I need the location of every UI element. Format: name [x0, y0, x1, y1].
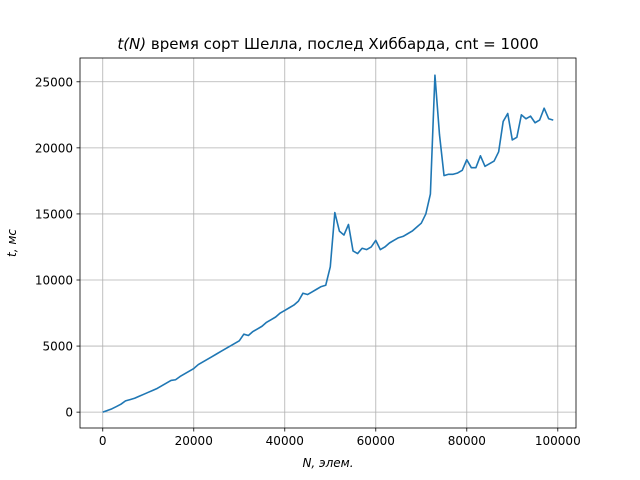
x-tick-label: 80000 — [448, 434, 486, 448]
y-tick-label: 5000 — [42, 340, 73, 354]
plot-frame — [79, 57, 577, 429]
chart-title-rest: время сорт Шелла, послед Хиббарда, cnt =… — [146, 35, 539, 53]
y-tick-label: 15000 — [35, 207, 73, 221]
plot-area — [80, 58, 576, 428]
y-tick-label: 0 — [65, 406, 73, 420]
x-tick-label: 20000 — [175, 434, 213, 448]
y-tick-label: 10000 — [35, 274, 73, 288]
chart-title-func: t(N) — [117, 35, 146, 53]
x-tick-label: 40000 — [266, 434, 304, 448]
x-tick-label: 100000 — [535, 434, 581, 448]
grid-lines — [80, 58, 576, 428]
y-tick-label: 25000 — [35, 75, 73, 89]
x-axis-label: N, элем. — [302, 456, 353, 470]
chart-title: t(N) время сорт Шелла, послед Хиббарда, … — [117, 35, 538, 53]
x-tick-label: 60000 — [357, 434, 395, 448]
y-tick-label: 20000 — [35, 141, 73, 155]
series-layer — [102, 74, 554, 413]
y-axis-ticks: 0 5000 10000 15000 20000 25000 — [35, 75, 80, 420]
series-line — [102, 74, 554, 413]
x-tick-label: 0 — [99, 434, 107, 448]
x-axis-ticks: 0 20000 40000 60000 80000 100000 — [99, 428, 581, 448]
y-axis-label: t, мс — [5, 229, 19, 257]
